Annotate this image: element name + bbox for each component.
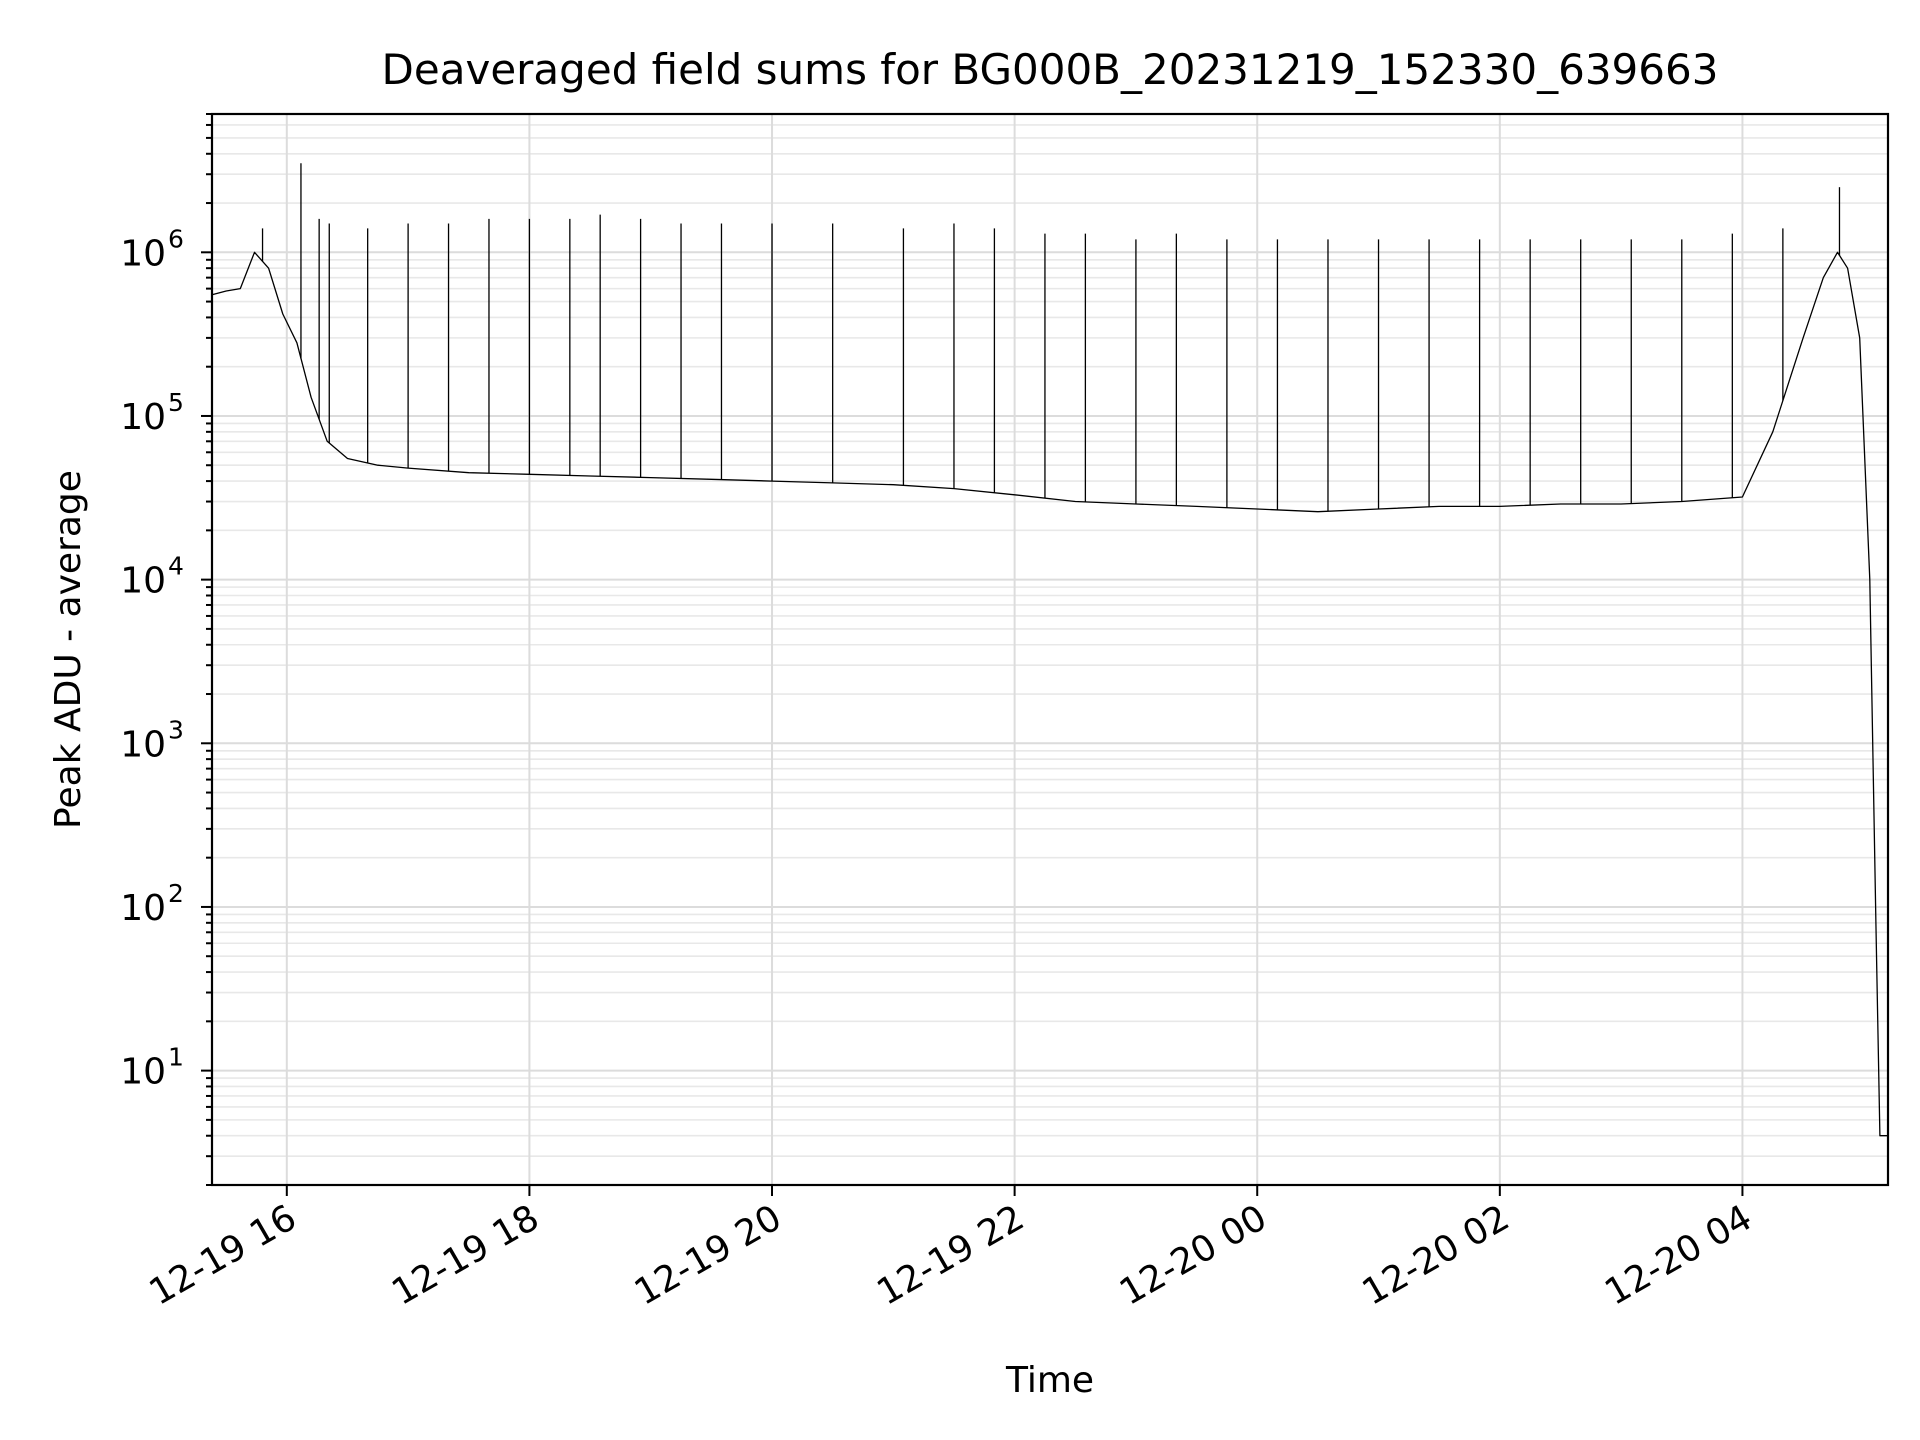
- chart-title: Deaveraged field sums for BG000B_2023121…: [382, 45, 1719, 94]
- y-tick-exponent: 4: [168, 552, 184, 581]
- y-axis-title: Peak ADU - average: [48, 470, 89, 829]
- y-tick-label: 10: [120, 724, 166, 765]
- plot-frame: [210, 112, 1890, 1187]
- y-tick-base: 10: [120, 397, 166, 438]
- y-tick-base: 10: [120, 1052, 166, 1093]
- y-tick-base: 10: [120, 233, 166, 274]
- y-tick-label: 10: [120, 233, 166, 274]
- grid: [212, 113, 1888, 1186]
- y-tick-base: 10: [120, 561, 166, 602]
- y-tick-label: 10: [120, 561, 166, 602]
- y-tick-exponent: 3: [168, 715, 184, 744]
- y-tick-exponent: 6: [168, 224, 184, 253]
- y-tick-exponent: 2: [168, 879, 184, 908]
- y-tick-label: 10: [120, 397, 166, 438]
- y-tick-exponent: 1: [168, 1043, 184, 1072]
- y-tick-base: 10: [120, 888, 166, 929]
- y-tick-exponent: 5: [168, 388, 184, 417]
- y-tick-base: 10: [120, 724, 166, 765]
- y-tick-label: 10: [120, 888, 166, 929]
- x-axis-title: Time: [1005, 1360, 1094, 1401]
- y-tick-label: 10: [120, 1052, 166, 1093]
- series-layer: [211, 163, 1888, 1137]
- series-line: [211, 251, 1888, 1137]
